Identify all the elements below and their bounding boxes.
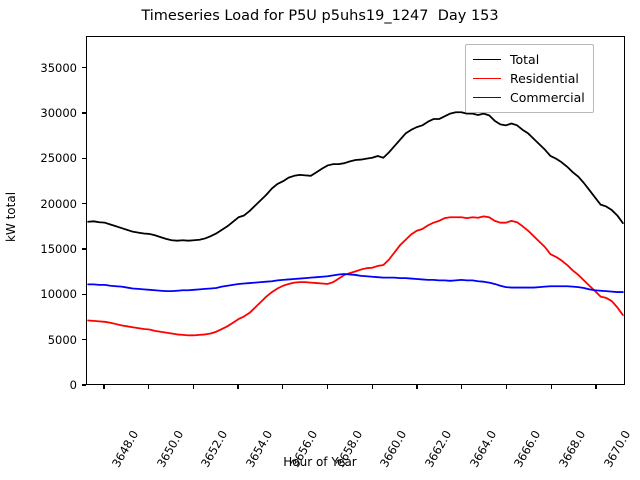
legend-swatch-total [473, 59, 501, 60]
series-lines [87, 111, 624, 337]
series-line-residential [87, 215, 624, 337]
x-tick-mark [326, 385, 329, 389]
y-tick-mark [82, 203, 86, 205]
legend-swatch-commercial [473, 97, 501, 98]
legend-entry[interactable]: Residential [473, 69, 585, 88]
y-tick-label: 25000 [40, 151, 77, 166]
series-line-total [87, 111, 624, 242]
chart-title: Timeseries Load for P5U p5uhs19_1247 Day… [141, 8, 499, 24]
legend-entry[interactable]: Commercial [473, 88, 585, 107]
y-tick-mark [82, 248, 86, 250]
x-tick-mark [147, 385, 150, 389]
legend-swatch-residential [473, 78, 501, 79]
x-tick-mark [237, 385, 239, 389]
series-line-commercial [87, 273, 624, 293]
y-tick-label: 15000 [40, 242, 77, 257]
x-tick-mark [550, 385, 552, 389]
chart-legend: Total Residential Commercial [465, 44, 594, 113]
x-tick-mark [461, 385, 463, 389]
x-axis-label: Hour of Year [283, 455, 357, 469]
legend-label: Total [510, 52, 540, 67]
y-tick-label: 30000 [40, 106, 77, 121]
y-tick-label: 5000 [47, 332, 77, 347]
y-tick-mark [82, 384, 86, 386]
legend-label: Residential [510, 71, 579, 86]
y-axis-label: kW total [4, 191, 19, 243]
y-tick-mark [82, 112, 86, 114]
y-tick-label: 35000 [40, 60, 77, 75]
x-tick-mark [192, 385, 194, 389]
y-tick-label: 0 [69, 378, 77, 392]
y-tick-label: 20000 [40, 196, 77, 211]
legend-entry[interactable]: Total [473, 50, 585, 69]
y-tick-mark [82, 67, 86, 69]
y-tick-mark [82, 293, 86, 295]
y-tick-mark [82, 339, 86, 341]
legend-label: Commercial [510, 90, 585, 105]
x-tick-mark [371, 385, 373, 389]
x-tick-mark [595, 385, 597, 389]
x-tick-mark [505, 385, 508, 389]
x-tick-mark [103, 385, 105, 389]
x-tick-mark [416, 385, 418, 389]
y-tick-label: 10000 [40, 287, 77, 302]
y-tick-mark [82, 157, 86, 160]
x-tick-mark [282, 385, 284, 389]
